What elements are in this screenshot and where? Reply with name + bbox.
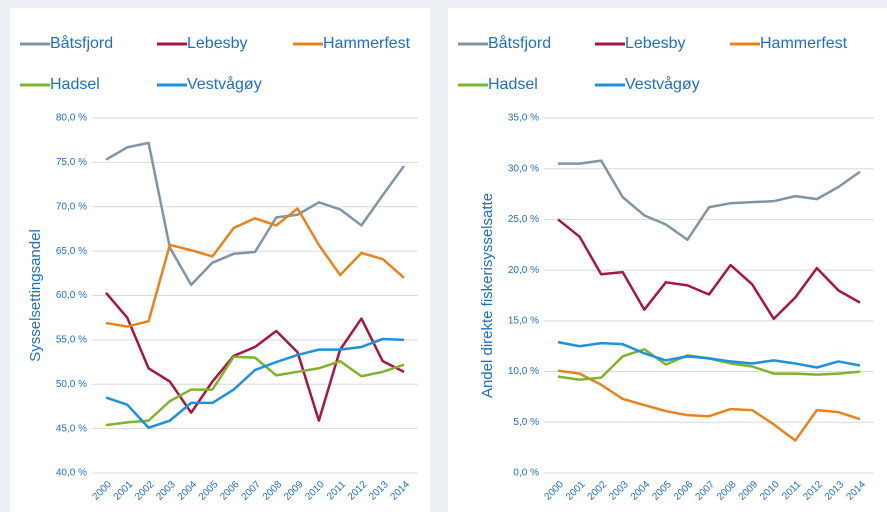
- legend-label: Hadsel: [488, 76, 538, 93]
- legend-label: Vestvågøy: [625, 75, 700, 93]
- legend-label: Vestvågøy: [187, 75, 262, 93]
- series-line: [557, 369, 861, 442]
- y-tick-label: 55,0 %: [56, 335, 87, 346]
- y-tick-label: 30,0 %: [508, 163, 539, 174]
- legend-label: Båtsfjord: [488, 34, 551, 52]
- y-tick-label: 40,0 %: [56, 468, 87, 479]
- y-tick-label: 75,0 %: [56, 157, 87, 168]
- y-tick-label: 0,0 %: [513, 468, 539, 479]
- y-tick-label: 65,0 %: [56, 246, 87, 257]
- y-tick-label: 70,0 %: [56, 201, 87, 212]
- legend-label: Lebesby: [187, 35, 248, 52]
- y-tick-label: 50,0 %: [56, 379, 87, 390]
- y-tick-label: 60,0 %: [56, 290, 87, 301]
- y-tick-label: 15,0 %: [508, 315, 539, 326]
- legend-label: Båtsfjord: [50, 34, 113, 52]
- panel: [448, 8, 887, 512]
- legend-label: Lebesby: [625, 35, 686, 52]
- series-line: [557, 218, 861, 321]
- y-tick-label: 45,0 %: [56, 423, 87, 434]
- legend-label: Hadsel: [50, 76, 100, 93]
- y-tick-label: 35,0 %: [508, 113, 539, 124]
- series-line: [105, 337, 405, 429]
- y-tick-label: 10,0 %: [508, 366, 539, 377]
- series-line: [105, 141, 406, 287]
- series-line: [105, 207, 405, 328]
- y-tick-label: 5,0 %: [513, 417, 539, 428]
- y-axis-label: Sysselsettingsandel: [27, 229, 44, 362]
- legend-label: Hammerfest: [760, 35, 848, 52]
- y-axis-label: Andel direkte fiskerisysselsatte: [479, 193, 496, 398]
- y-tick-label: 25,0 %: [508, 214, 539, 225]
- y-tick-label: 80,0 %: [56, 113, 87, 124]
- legend-label: Hammerfest: [323, 35, 411, 52]
- series-line: [558, 159, 861, 241]
- series-line: [557, 340, 861, 369]
- series-line: [105, 292, 405, 422]
- y-tick-label: 20,0 %: [508, 265, 539, 276]
- series-line: [105, 355, 405, 427]
